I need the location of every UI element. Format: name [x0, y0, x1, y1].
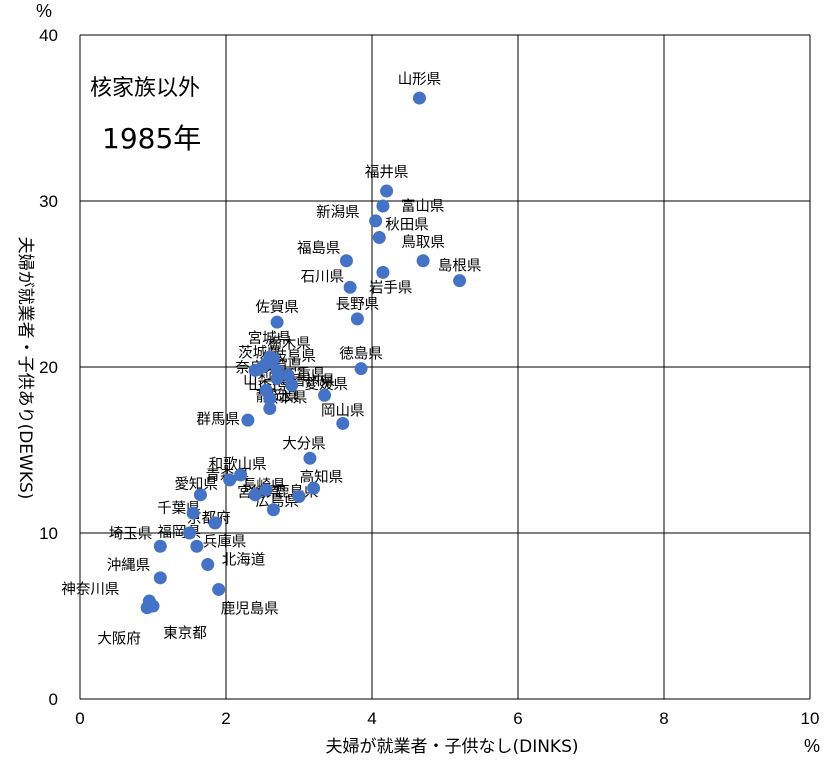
data-point-4 — [372, 231, 386, 245]
point-label-47: 東京都 — [163, 625, 207, 642]
x-tick-label-4: 8 — [659, 709, 668, 728]
x-tick-label-5: 10 — [801, 709, 820, 728]
data-point-3 — [369, 214, 383, 228]
point-label-41: 北海道 — [222, 552, 266, 569]
y-tick-label-1: 10 — [39, 524, 58, 543]
data-point-10 — [350, 312, 364, 326]
point-label-3: 新潟県 — [316, 204, 360, 221]
point-label-29: 和歌山県 — [209, 456, 267, 473]
point-label-0: 山形県 — [398, 71, 442, 88]
point-label-4: 秋田県 — [385, 217, 429, 234]
annotation-category: 核家族以外 — [90, 76, 200, 101]
point-label-27: 群馬県 — [196, 411, 240, 428]
data-point-23 — [263, 392, 277, 406]
data-point-26 — [336, 416, 350, 430]
y-tick-label-0: 0 — [49, 690, 58, 709]
data-point-30 — [223, 473, 237, 487]
tick-labels: 0 2 4 6 8 10 0 10 20 30 40 — [39, 26, 819, 728]
data-point-18 — [281, 368, 295, 382]
point-label-1: 福井県 — [365, 164, 409, 181]
data-point-42 — [153, 539, 167, 553]
point-label-12: 宮城県 — [248, 330, 291, 347]
data-point-47 — [146, 599, 160, 613]
data-point-34 — [307, 481, 321, 495]
data-point-1 — [380, 184, 394, 198]
data-point-5 — [416, 254, 430, 268]
y-tick-label-3: 30 — [39, 192, 58, 211]
data-point-37 — [208, 516, 222, 530]
point-label-45: 神奈川県 — [61, 581, 119, 598]
point-label-10: 長野県 — [336, 296, 380, 313]
data-point-7 — [453, 274, 467, 288]
data-point-25 — [318, 388, 332, 402]
data-point-41 — [201, 558, 215, 572]
grid — [79, 34, 811, 700]
point-label-21: 香川県 — [292, 372, 336, 389]
y-unit-label: % — [36, 1, 52, 21]
data-point-8 — [376, 265, 390, 279]
point-label-14: 栃木県 — [267, 336, 311, 353]
data-point-27 — [241, 413, 255, 427]
data-point-29 — [234, 468, 248, 482]
point-label-9: 石川県 — [301, 269, 345, 285]
data-point-28 — [303, 451, 317, 465]
point-label-42: 埼玉県 — [109, 525, 153, 542]
point-label-28: 大分県 — [282, 435, 326, 452]
data-point-39 — [183, 526, 196, 540]
point-label-43: 沖縄県 — [107, 557, 151, 574]
data-point-21 — [285, 378, 299, 392]
x-axis-title: 夫婦が就業者・子供なし(DINKS) — [325, 737, 578, 757]
x-tick-label-0: 0 — [75, 709, 84, 728]
data-point-43 — [153, 571, 167, 585]
point-label-26: 岡山県 — [321, 402, 365, 419]
point-label-8: 岩手県 — [369, 279, 413, 296]
point-label-36: 広島県 — [255, 493, 299, 510]
data-point-9 — [343, 280, 357, 294]
point-label-7: 島根県 — [438, 258, 482, 275]
x-tick-label-1: 2 — [221, 709, 230, 728]
point-label-34: 高知県 — [300, 469, 344, 486]
data-point-20 — [354, 362, 368, 376]
point-label-11: 佐賀県 — [255, 299, 299, 316]
point-label-5: 鳥取県 — [401, 234, 445, 251]
annotation-year: 1985年 — [102, 122, 201, 155]
data-point-19 — [270, 372, 284, 386]
data-point-31 — [193, 488, 207, 502]
x-unit-label: % — [804, 736, 820, 756]
x-tick-label-2: 4 — [367, 709, 376, 728]
data-point-14 — [266, 352, 280, 366]
data-point-35 — [292, 489, 306, 503]
data-point-11 — [270, 315, 284, 329]
data-point-36 — [266, 503, 280, 517]
data-point-44 — [212, 582, 226, 596]
data-point-6 — [339, 254, 353, 268]
point-label-2: 富山県 — [401, 197, 445, 215]
point-label-31: 愛知県 — [174, 476, 218, 493]
y-tick-label-2: 20 — [39, 358, 58, 377]
point-label-6: 福島県 — [297, 240, 341, 257]
point-label-25: 愛媛県 — [305, 376, 349, 393]
data-point-0 — [412, 91, 426, 105]
data-point-2 — [376, 199, 390, 213]
point-label-46: 大阪府 — [97, 631, 141, 648]
data-points — [140, 91, 467, 615]
point-label-40: 兵庫県 — [203, 533, 247, 550]
data-point-40 — [190, 539, 204, 553]
point-label-44: 鹿児島県 — [221, 600, 279, 617]
point-label-15: 岐阜県 — [273, 348, 317, 365]
y-axis-title: 夫婦が就業者・子供あり(DEWKS) — [15, 237, 35, 500]
x-tick-label-3: 6 — [513, 709, 522, 728]
y-tick-label-4: 40 — [39, 26, 58, 45]
data-point-38 — [186, 506, 200, 520]
point-label-20: 徳島県 — [339, 346, 383, 363]
data-point-33 — [259, 483, 273, 497]
data-point-17 — [248, 363, 262, 377]
data-point-24 — [263, 402, 277, 415]
data-point-32 — [248, 488, 262, 502]
